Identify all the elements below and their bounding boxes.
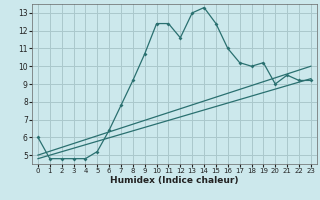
X-axis label: Humidex (Indice chaleur): Humidex (Indice chaleur) xyxy=(110,176,239,185)
